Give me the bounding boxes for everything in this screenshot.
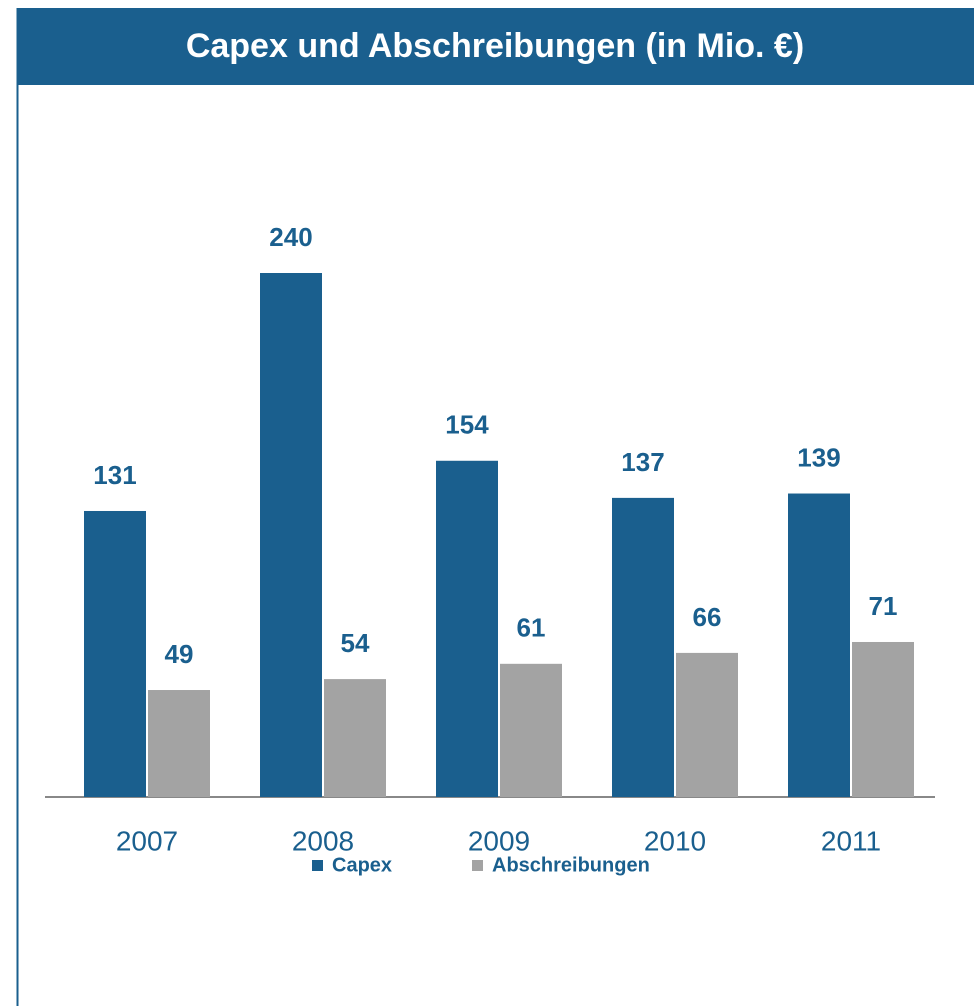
bar bbox=[324, 679, 386, 797]
legend-swatch bbox=[472, 860, 483, 871]
value-label: 154 bbox=[445, 410, 489, 440]
chart-title: Capex und Abschreibungen (in Mio. €) bbox=[186, 27, 804, 65]
bar bbox=[436, 460, 498, 797]
bar bbox=[148, 690, 210, 797]
value-label: 49 bbox=[165, 639, 194, 669]
value-label: 54 bbox=[341, 628, 370, 658]
bar bbox=[612, 497, 674, 797]
value-label: 71 bbox=[869, 591, 898, 621]
bar bbox=[676, 652, 738, 797]
value-label: 137 bbox=[621, 447, 664, 477]
bar bbox=[788, 493, 850, 797]
x-tick-label: 2011 bbox=[821, 825, 881, 856]
x-tick-label: 2007 bbox=[116, 825, 178, 856]
x-tick-label: 2008 bbox=[292, 825, 354, 856]
bar bbox=[500, 663, 562, 797]
bar bbox=[852, 641, 914, 797]
bar bbox=[84, 510, 146, 797]
bar bbox=[260, 273, 322, 797]
title-bar bbox=[17, 8, 974, 85]
x-tick-label: 2010 bbox=[644, 825, 706, 856]
value-label: 61 bbox=[517, 613, 546, 643]
legend-label: Capex bbox=[332, 854, 392, 876]
value-label: 139 bbox=[797, 442, 840, 472]
value-label: 240 bbox=[269, 222, 312, 252]
x-tick-label: 2009 bbox=[468, 825, 530, 856]
legend-swatch bbox=[312, 860, 323, 871]
value-label: 131 bbox=[93, 460, 136, 490]
legend-label: Abschreibungen bbox=[492, 854, 650, 876]
value-label: 66 bbox=[693, 602, 722, 632]
